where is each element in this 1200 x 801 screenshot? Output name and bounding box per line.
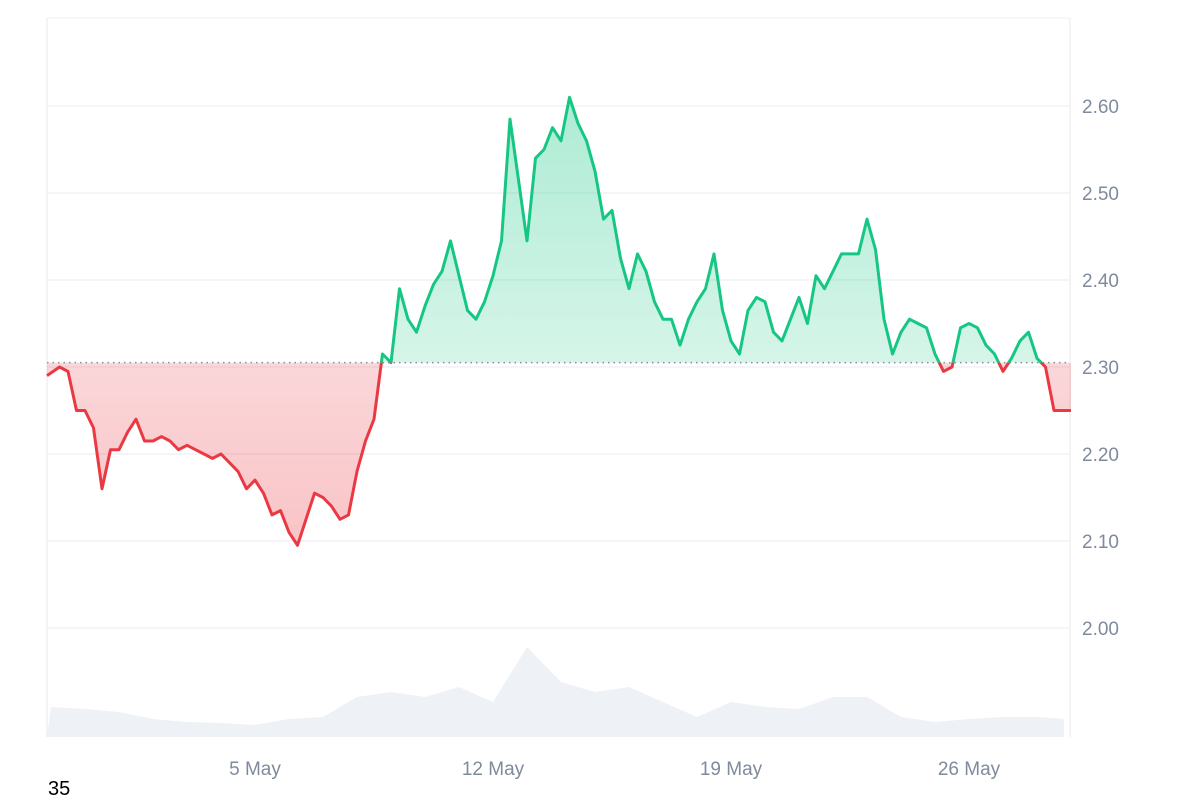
volume-area-path [47,647,1064,737]
x-tick-label: 26 May [938,759,1001,780]
y-tick-label: 2.60 [1082,97,1119,118]
y-tick-label: 2.20 [1082,445,1119,466]
x-tick-label: 12 May [462,759,525,780]
y-tick-label: 2.10 [1082,532,1119,553]
price-fill [47,97,1071,545]
y-tick-label: 2.50 [1082,184,1119,205]
y-tick-label: 2.00 [1082,619,1119,640]
area-above-baseline [47,97,1071,545]
volume-area [47,647,1064,737]
y-tick-label: 2.30 [1082,358,1119,379]
x-tick-label: 19 May [700,759,763,780]
y-tick-label: 2.40 [1082,271,1119,292]
x-tick-label: 5 May [229,759,281,780]
corner-label: 35 [48,778,70,801]
